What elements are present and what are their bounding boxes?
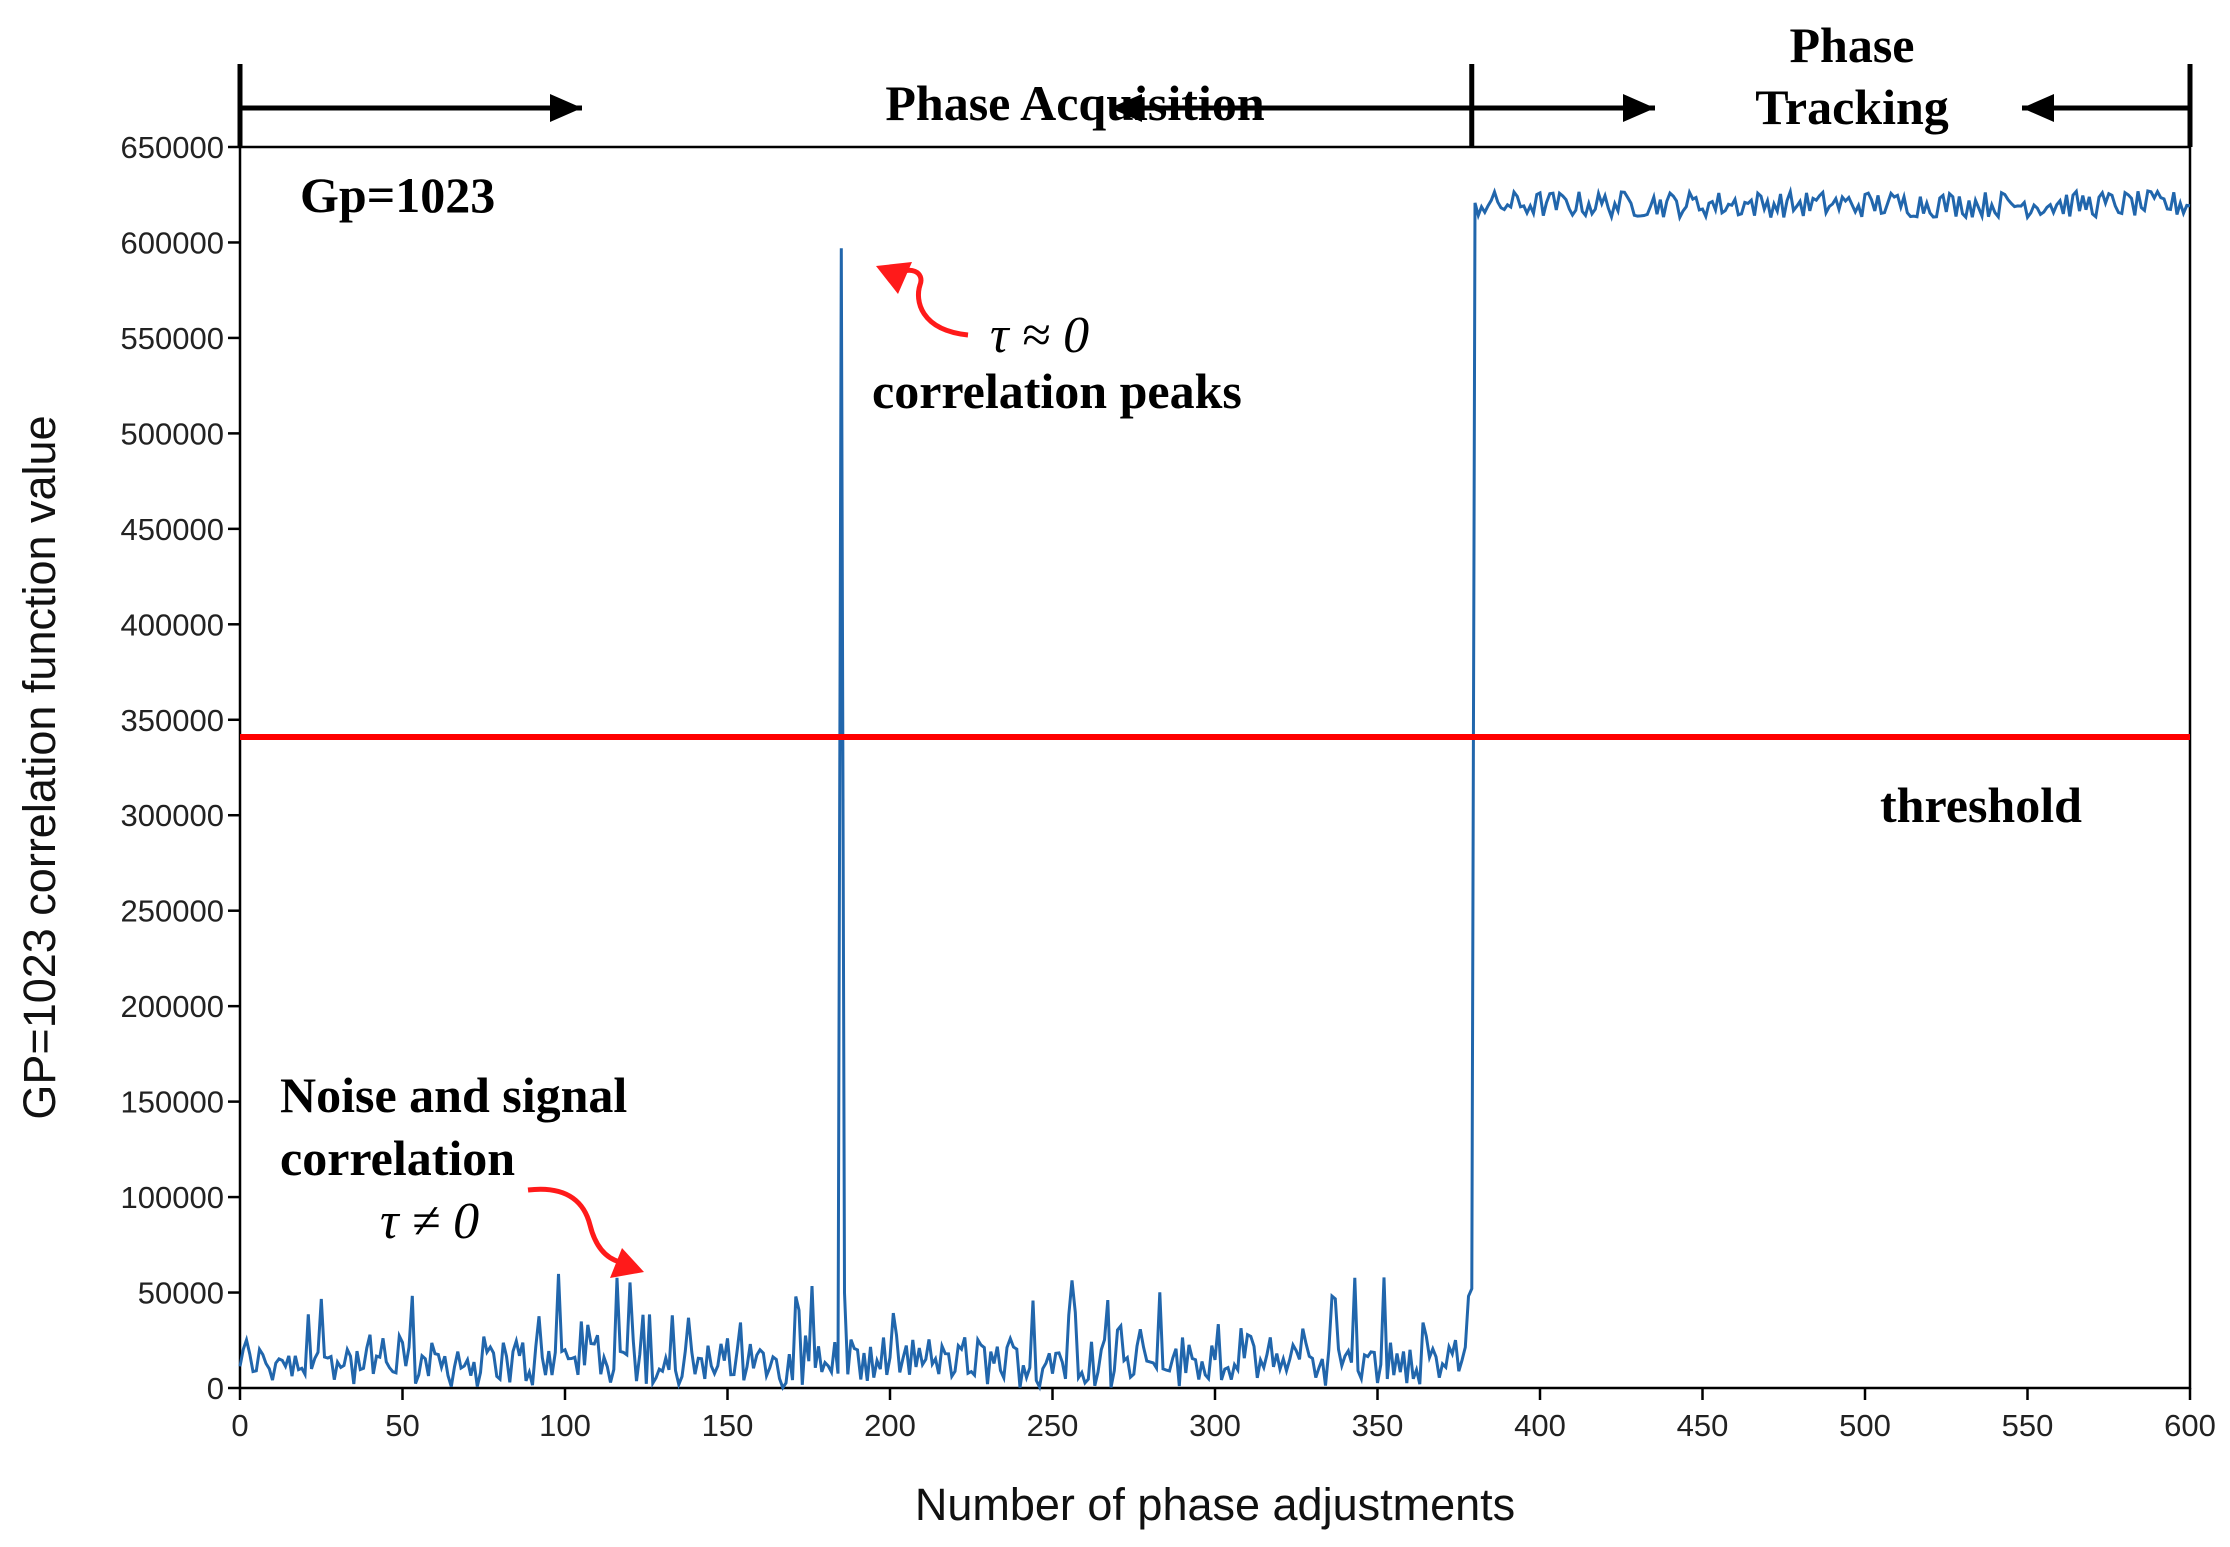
tracking-label-line1: Phase xyxy=(1790,17,1915,73)
acquisition-label: Phase Acquisition xyxy=(885,75,1264,131)
peak-red-arrowhead xyxy=(876,262,912,294)
acq-right-arrow-head xyxy=(1110,94,1142,122)
noise-label-line2: correlation xyxy=(280,1130,515,1186)
acq-left-arrow-head xyxy=(550,94,582,122)
y-tick-label: 100000 xyxy=(121,1180,224,1215)
noise-label-line1: Noise and signal xyxy=(280,1067,627,1123)
tick-labels: 0 50 100 150 200 250 300 350 400 450 500 550 600 0 500… xyxy=(121,130,2216,1443)
y-axis-title: GP=1023 correlation function value xyxy=(14,415,65,1119)
x-tick-label: 200 xyxy=(864,1408,916,1443)
x-tick-label: 250 xyxy=(1027,1408,1079,1443)
x-tick-label: 150 xyxy=(702,1408,754,1443)
y-tick-label: 50000 xyxy=(138,1276,224,1311)
noise-red-arrowhead xyxy=(610,1248,644,1278)
y-tick-label: 650000 xyxy=(121,130,224,165)
x-tick-label: 50 xyxy=(385,1408,419,1443)
peak-tau-label: τ ≈ 0 xyxy=(990,307,1089,364)
x-axis-title: Number of phase adjustments xyxy=(915,1479,1515,1530)
y-tick-label: 0 xyxy=(207,1371,224,1406)
y-tick-label: 450000 xyxy=(121,512,224,547)
peak-label: correlation peaks xyxy=(872,363,1242,419)
peak-red-arrow xyxy=(893,267,969,338)
x-tick-label: 0 xyxy=(231,1408,248,1443)
phase-header xyxy=(237,64,2193,147)
correlation-series-line xyxy=(238,185,2191,1392)
x-tick-label: 100 xyxy=(539,1408,591,1443)
noise-tau-label: τ ≠ 0 xyxy=(380,1193,479,1250)
x-tick-label: 350 xyxy=(1352,1408,1404,1443)
plot-frame xyxy=(238,145,2192,1390)
x-tick-label: 500 xyxy=(1839,1408,1891,1443)
y-tick-label: 200000 xyxy=(121,989,224,1024)
y-tick-label: 250000 xyxy=(121,894,224,929)
tracking-label-line2: Tracking xyxy=(1755,79,1949,135)
track-left-arrow-head xyxy=(1623,94,1655,122)
x-tick-label: 450 xyxy=(1677,1408,1729,1443)
threshold-label: threshold xyxy=(1880,777,2082,833)
noise-red-arrow xyxy=(527,1186,621,1265)
y-tick-label: 400000 xyxy=(121,607,224,642)
x-tick-label: 550 xyxy=(2002,1408,2054,1443)
track-right-arrow-head xyxy=(2022,94,2054,122)
y-tick-label: 150000 xyxy=(121,1085,224,1120)
y-tick-label: 600000 xyxy=(121,225,224,260)
x-tick-label: 600 xyxy=(2164,1408,2216,1443)
x-tick-label: 300 xyxy=(1189,1408,1241,1443)
y-tick-label: 300000 xyxy=(121,798,224,833)
x-tick-label: 400 xyxy=(1514,1408,1566,1443)
axis-ticks xyxy=(228,145,2192,1400)
y-tick-label: 550000 xyxy=(121,321,224,356)
gp-label: Gp=1023 xyxy=(300,167,495,223)
y-tick-label: 350000 xyxy=(121,703,224,738)
y-tick-label: 500000 xyxy=(121,416,224,451)
